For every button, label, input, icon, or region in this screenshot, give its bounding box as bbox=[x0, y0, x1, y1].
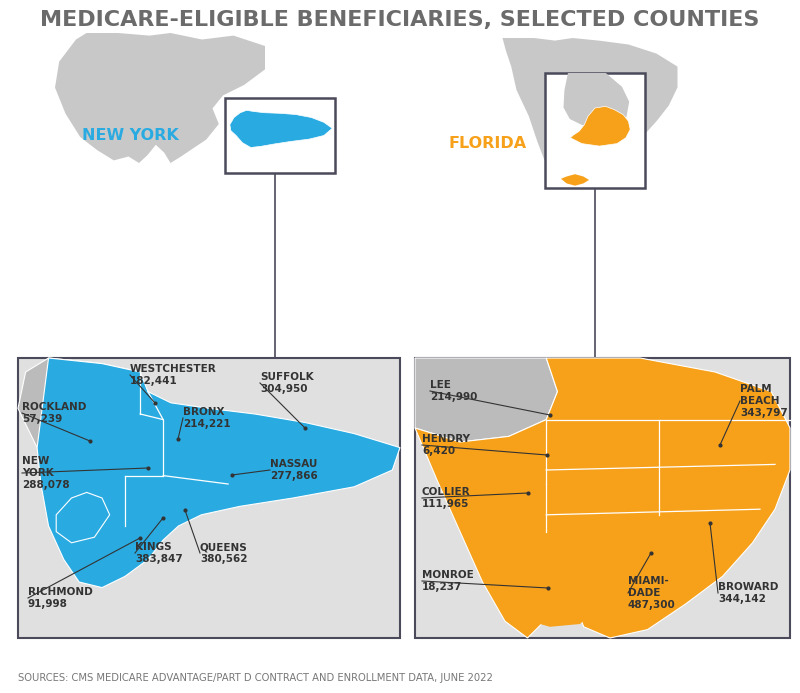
Text: HENDRY
6,420: HENDRY 6,420 bbox=[422, 435, 470, 456]
Polygon shape bbox=[570, 106, 630, 146]
Polygon shape bbox=[563, 73, 630, 128]
Text: BRONX
214,221: BRONX 214,221 bbox=[183, 407, 230, 429]
Polygon shape bbox=[415, 358, 558, 442]
Bar bbox=[415, 358, 790, 638]
Polygon shape bbox=[56, 493, 110, 543]
Text: MONROE
18,237: MONROE 18,237 bbox=[422, 570, 474, 592]
Bar bbox=[225, 98, 335, 173]
Text: ROCKLAND
57,239: ROCKLAND 57,239 bbox=[22, 402, 86, 424]
Polygon shape bbox=[55, 33, 265, 163]
Text: WESTCHESTER
182,441: WESTCHESTER 182,441 bbox=[130, 365, 217, 386]
Text: PALM
BEACH
343,797: PALM BEACH 343,797 bbox=[740, 385, 788, 418]
Text: NEW
YORK
288,078: NEW YORK 288,078 bbox=[22, 457, 70, 489]
Polygon shape bbox=[18, 358, 140, 456]
Text: MEDICARE-ELIGIBLE BENEFICIARIES, SELECTED COUNTIES: MEDICARE-ELIGIBLE BENEFICIARIES, SELECTE… bbox=[40, 10, 760, 30]
Text: SOURCES: CMS MEDICARE ADVANTAGE/PART D CONTRACT AND ENROLLMENT DATA, JUNE 2022: SOURCES: CMS MEDICARE ADVANTAGE/PART D C… bbox=[18, 673, 493, 683]
Polygon shape bbox=[561, 174, 589, 186]
Text: BROWARD
344,142: BROWARD 344,142 bbox=[718, 582, 778, 604]
Polygon shape bbox=[502, 38, 678, 168]
Text: MIAMI-
DADE
487,300: MIAMI- DADE 487,300 bbox=[628, 577, 676, 610]
Text: QUEENS
380,562: QUEENS 380,562 bbox=[200, 542, 248, 564]
Polygon shape bbox=[520, 588, 595, 626]
Text: COLLIER
111,965: COLLIER 111,965 bbox=[422, 487, 470, 509]
Text: NASSAU
277,866: NASSAU 277,866 bbox=[270, 459, 318, 481]
Text: SUFFOLK
304,950: SUFFOLK 304,950 bbox=[260, 372, 314, 394]
Text: FLORIDA: FLORIDA bbox=[449, 136, 527, 150]
Text: RICHMOND
91,998: RICHMOND 91,998 bbox=[28, 587, 93, 608]
Bar bbox=[545, 73, 645, 188]
Bar bbox=[18, 358, 400, 638]
Polygon shape bbox=[230, 110, 332, 148]
Text: NEW YORK: NEW YORK bbox=[82, 128, 178, 143]
Text: KINGS
383,847: KINGS 383,847 bbox=[135, 542, 182, 564]
Polygon shape bbox=[415, 358, 790, 638]
Polygon shape bbox=[37, 358, 400, 588]
Text: LEE
214,990: LEE 214,990 bbox=[430, 380, 478, 402]
